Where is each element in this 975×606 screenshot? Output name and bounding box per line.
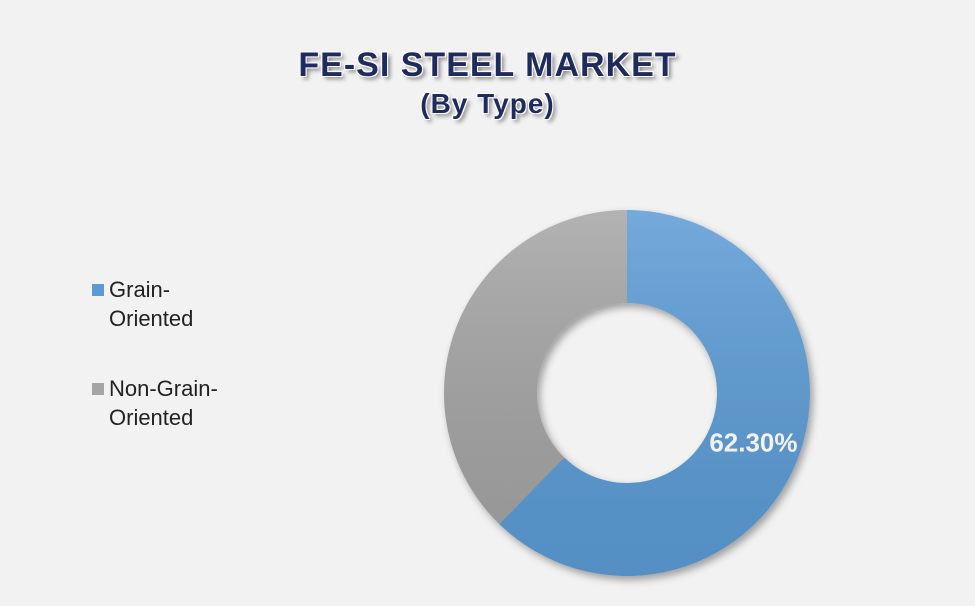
legend-swatch <box>92 284 104 296</box>
chart-title: FE-SI STEEL MARKET <box>298 46 677 84</box>
legend-item: Non-Grain-Oriented <box>92 374 227 432</box>
slice-shade <box>499 210 810 576</box>
legend-label: Grain-Oriented <box>109 277 194 331</box>
legend-label: Non-Grain-Oriented <box>109 376 218 430</box>
data-label: 62.30% <box>709 427 797 457</box>
legend-swatch <box>92 383 104 395</box>
slice-shade <box>444 210 627 525</box>
chart-subtitle: (By Type) <box>420 88 555 119</box>
legend-item: Grain-Oriented <box>92 275 227 333</box>
